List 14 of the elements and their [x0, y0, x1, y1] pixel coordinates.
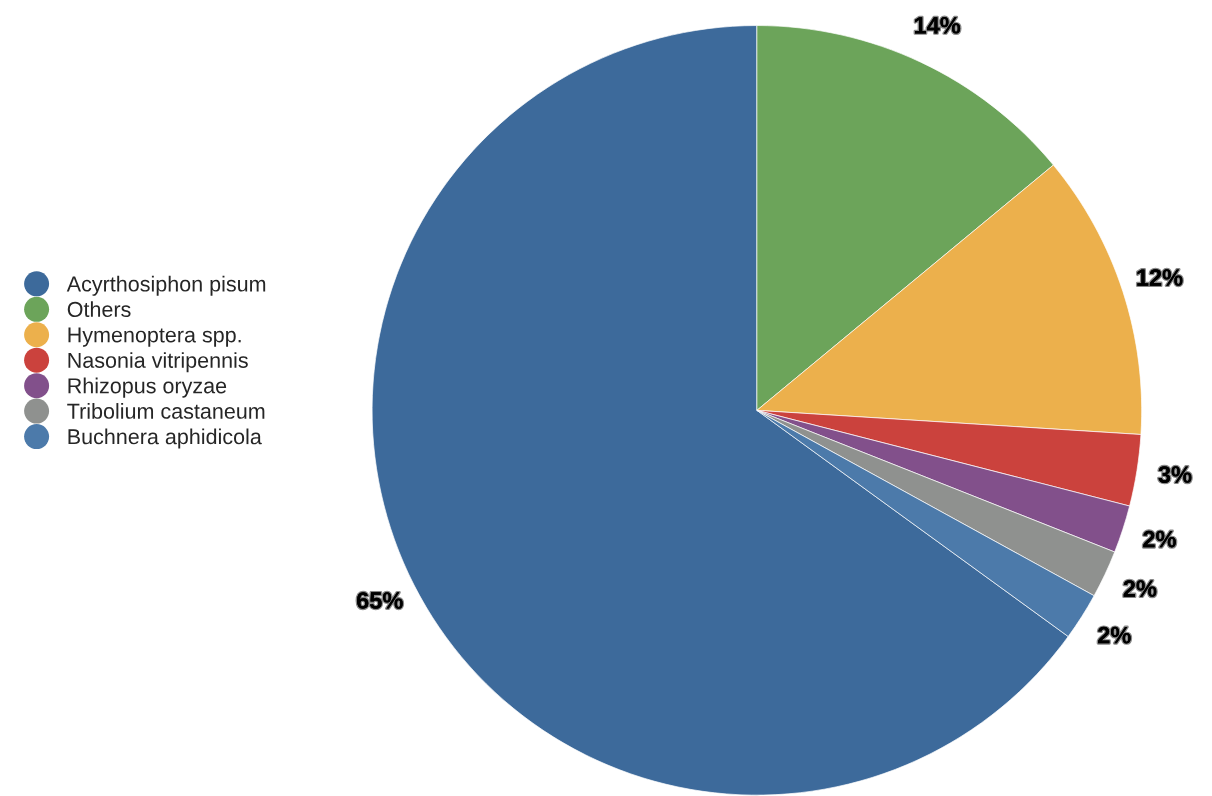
legend-label: Hymenoptera spp. — [68, 327, 241, 347]
legend-label: Others — [67, 301, 131, 318]
legend-label: Tribolium castaneum — [67, 403, 265, 419]
legend-label: Acyrthosiphon pisum — [66, 275, 266, 296]
legend-label: Rhizopus oryzae — [68, 377, 227, 398]
data-label: 12% — [1137, 269, 1183, 286]
data-label: 3% — [1158, 466, 1192, 483]
legend-label: Buchnera aphidicola — [68, 428, 262, 449]
legend-label: Nasonia vitripennis — [68, 352, 248, 373]
data-label: 2% — [1098, 626, 1131, 644]
data-label: 14% — [914, 17, 961, 34]
data-label: 2% — [1123, 580, 1157, 597]
data-label: 2% — [1143, 530, 1176, 548]
data-label: 65% — [356, 592, 403, 609]
